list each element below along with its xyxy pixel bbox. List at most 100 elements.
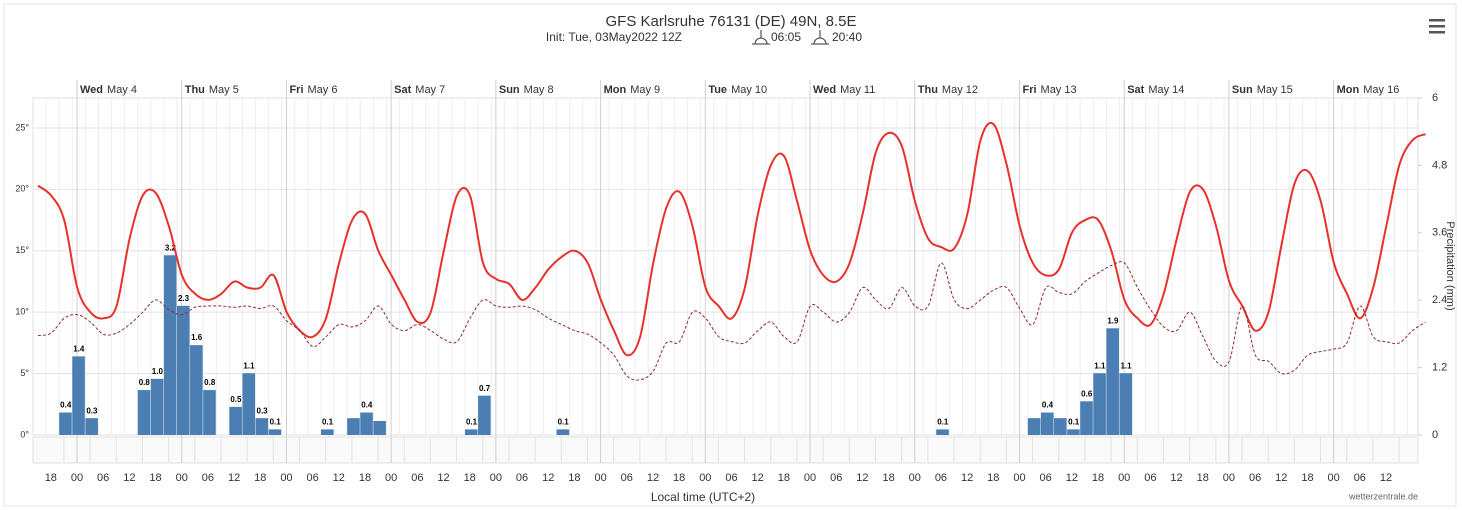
x-tick-label: 18 bbox=[1301, 472, 1313, 484]
data-label: 0.1 bbox=[322, 417, 334, 426]
weekday: Wed bbox=[80, 84, 103, 96]
day-label: Sun May 15 bbox=[1232, 84, 1293, 96]
weekday: Sat bbox=[1127, 84, 1144, 96]
data-label: 0.5 bbox=[230, 395, 242, 404]
x-tick-label: 06 bbox=[1144, 472, 1156, 484]
x-tick-label: 12 bbox=[1170, 472, 1182, 484]
data-label: 1.9 bbox=[1107, 316, 1119, 325]
x-tick-label: 18 bbox=[568, 472, 580, 484]
precip-bar bbox=[255, 418, 269, 435]
date: May 9 bbox=[630, 84, 660, 96]
data-label: 0.6 bbox=[1081, 389, 1093, 398]
day-label: Wed May 4 bbox=[80, 84, 137, 96]
precip-bar bbox=[1106, 328, 1119, 435]
y-tick-label: 0° bbox=[20, 429, 29, 439]
data-label: 0.3 bbox=[257, 406, 269, 415]
precip-bar bbox=[59, 412, 72, 435]
data-label: 0.1 bbox=[1068, 417, 1080, 426]
x-tick-label: 12 bbox=[542, 472, 554, 484]
x-tick-label: 12 bbox=[333, 472, 345, 484]
weekday: Thu bbox=[918, 84, 938, 96]
day-label: Tue May 10 bbox=[708, 84, 767, 96]
x-tick-label: 00 bbox=[490, 472, 502, 484]
y2-tick-label: 3.6 bbox=[1432, 227, 1447, 239]
day-label: Fri May 13 bbox=[1022, 84, 1076, 96]
x-tick-label: 12 bbox=[752, 472, 764, 484]
x-tick-label: 18 bbox=[254, 472, 266, 484]
chart-title: GFS Karlsruhe 76131 (DE) 49N, 8.5E bbox=[606, 13, 857, 30]
x-tick-label: 12 bbox=[961, 472, 973, 484]
precip-bar bbox=[137, 390, 151, 435]
y2-tick-label: 6 bbox=[1432, 92, 1438, 104]
x-tick-label: 00 bbox=[909, 472, 921, 484]
data-label: 0.8 bbox=[204, 378, 216, 387]
subtitle: Init: Tue, 03May2022 12Z bbox=[546, 30, 682, 44]
data-label: 0.1 bbox=[466, 417, 478, 426]
y2-tick-label: 2.4 bbox=[1432, 294, 1447, 306]
x-tick-label: 00 bbox=[280, 472, 292, 484]
x-tick-label: 12 bbox=[1066, 472, 1078, 484]
data-label: 1.4 bbox=[73, 344, 85, 353]
wind-band bbox=[32, 436, 1419, 464]
precip-bar bbox=[347, 418, 360, 435]
x-tick-label: 12 bbox=[123, 472, 135, 484]
precip-bar bbox=[556, 429, 570, 435]
precip-bar bbox=[320, 429, 334, 435]
date: May 11 bbox=[840, 84, 875, 96]
x-tick-label: 12 bbox=[437, 472, 449, 484]
data-label: 0.4 bbox=[1042, 401, 1054, 410]
date: May 14 bbox=[1148, 84, 1184, 96]
date: May 12 bbox=[942, 84, 978, 96]
x-tick-label: 12 bbox=[647, 472, 659, 484]
x-tick-label: 00 bbox=[71, 472, 83, 484]
precip-bar bbox=[464, 429, 478, 435]
y-tick-label: 15° bbox=[15, 245, 29, 255]
x-tick-label: 12 bbox=[228, 472, 240, 484]
x-tick-label: 06 bbox=[516, 472, 528, 484]
weekday: Tue bbox=[708, 84, 727, 96]
x-tick-label: 12 bbox=[1380, 472, 1392, 484]
precip-bar bbox=[176, 305, 190, 435]
x-tick-label: 06 bbox=[97, 472, 109, 484]
data-label: 0.4 bbox=[361, 401, 373, 410]
x-tick-label: 00 bbox=[1118, 472, 1130, 484]
x-tick-label: 18 bbox=[882, 472, 894, 484]
weekday: Sun bbox=[499, 84, 520, 96]
weekday: Sun bbox=[1232, 84, 1253, 96]
x-tick-label: 12 bbox=[856, 472, 868, 484]
data-label: 0.1 bbox=[937, 417, 949, 426]
data-label: 1.1 bbox=[1094, 361, 1106, 370]
day-label: Sun May 8 bbox=[499, 84, 554, 96]
credit: wetterzentrale.de bbox=[1348, 491, 1418, 501]
x-tick-label: 00 bbox=[1223, 472, 1235, 484]
precip-bar bbox=[150, 378, 164, 435]
x-tick-label: 00 bbox=[804, 472, 816, 484]
day-label: Sat May 14 bbox=[1127, 84, 1184, 96]
precip-bar bbox=[242, 373, 256, 435]
date: May 16 bbox=[1363, 84, 1399, 96]
day-label: Wed May 11 bbox=[813, 84, 875, 96]
precip-bar bbox=[85, 418, 98, 435]
x-tick-label: 06 bbox=[1354, 472, 1366, 484]
data-label: 0.1 bbox=[558, 417, 570, 426]
x-tick-label: 06 bbox=[725, 472, 737, 484]
precip-bar bbox=[478, 395, 491, 435]
precip-bar bbox=[1080, 401, 1093, 435]
date: May 10 bbox=[731, 84, 767, 96]
x-tick-label: 00 bbox=[699, 472, 711, 484]
date: May 6 bbox=[308, 84, 338, 96]
weekday: Mon bbox=[1337, 84, 1360, 96]
precip-bar bbox=[72, 356, 85, 435]
precip-bar bbox=[1093, 373, 1106, 435]
data-label: 3.2 bbox=[165, 243, 177, 252]
weekday: Fri bbox=[289, 84, 303, 96]
x-tick-label: 06 bbox=[1249, 472, 1261, 484]
day-label: Mon May 16 bbox=[1337, 84, 1400, 96]
date: May 8 bbox=[524, 84, 554, 96]
data-label: 0.4 bbox=[60, 401, 72, 410]
weekday: Mon bbox=[604, 84, 627, 96]
menu-button[interactable] bbox=[1429, 19, 1445, 34]
data-label: 0.1 bbox=[270, 417, 282, 426]
precip-bar bbox=[163, 255, 177, 435]
